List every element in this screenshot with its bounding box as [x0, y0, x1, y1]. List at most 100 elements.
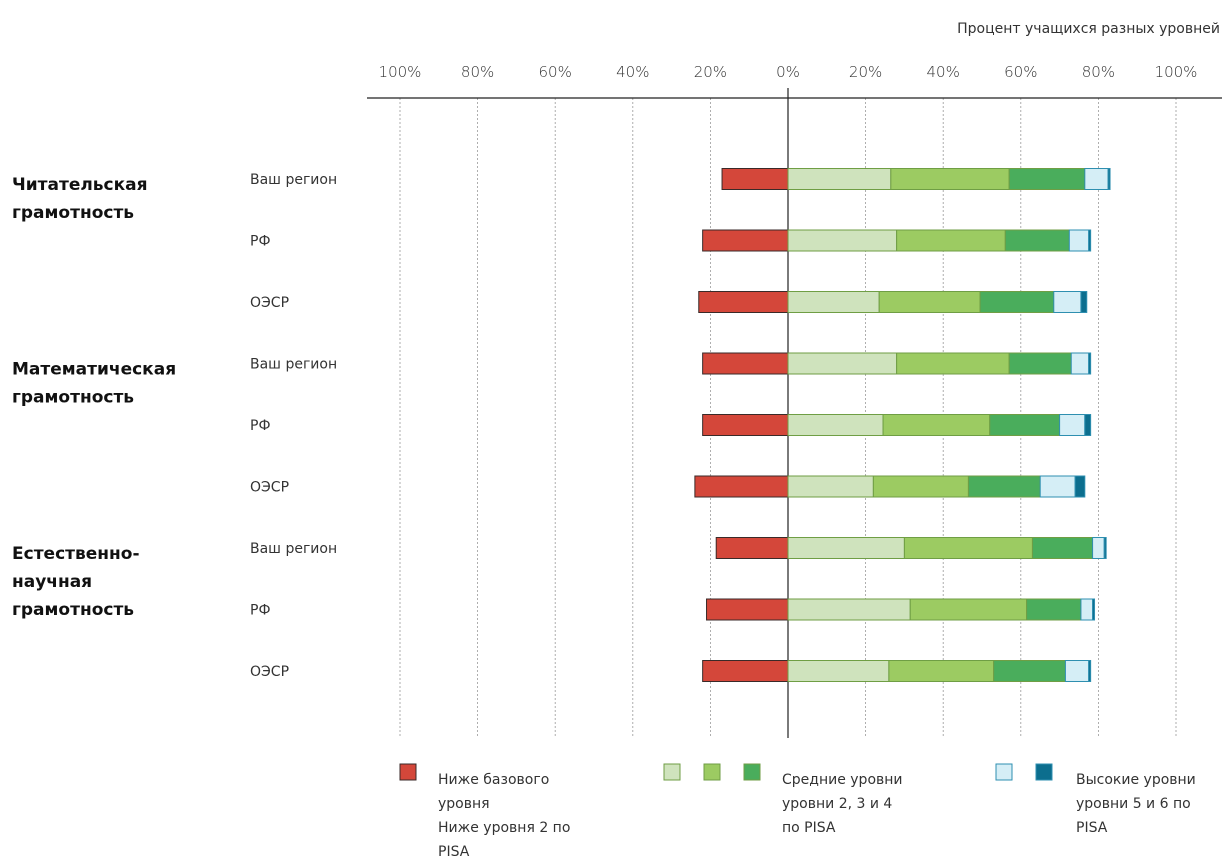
legend-text: уровня	[438, 796, 490, 812]
bar-l2	[787, 537, 905, 559]
legend: Ниже базового уровня Ниже уровня 2 по PISA…	[399, 763, 1196, 860]
group-label: Читательская	[12, 175, 148, 195]
row-labels: Читательская грамотность Ваш регион РФ ОЭСР М…	[12, 172, 337, 680]
bar-l5	[1080, 598, 1094, 621]
tick-label: 100%	[1155, 63, 1198, 81]
bar-l5	[1053, 291, 1082, 313]
bar-l5	[1084, 168, 1109, 190]
group-label: грамотность	[12, 388, 134, 408]
bar-l2	[787, 168, 892, 190]
legend-text: Высокие уровни	[1076, 772, 1196, 788]
row-label: ОЭСР	[250, 295, 289, 311]
tick-label: 80%	[1082, 63, 1115, 81]
bar-l5	[1092, 537, 1105, 559]
legend-swatch-l3	[703, 763, 721, 781]
tick-label: 60%	[539, 63, 572, 81]
legend-text: Ниже уровня 2 по	[438, 820, 570, 836]
bar-l3	[903, 537, 1033, 559]
bar-l6	[1084, 414, 1092, 436]
bar-l6	[1080, 291, 1088, 313]
axis-caption: Процент учащихся разных уровней	[957, 21, 1220, 37]
tick-label: 40%	[927, 63, 960, 81]
bar-l4	[989, 414, 1061, 436]
legend-swatch-below2	[399, 763, 417, 781]
bar-l6	[1107, 168, 1111, 190]
row-label: Ваш регион	[250, 357, 337, 373]
bars	[694, 168, 1111, 682]
row-label: РФ	[250, 603, 271, 619]
tick-label: 40%	[616, 63, 649, 81]
bar-l3	[888, 660, 995, 682]
bar-below-level2	[702, 660, 789, 682]
legend-text: Ниже базового	[438, 772, 549, 788]
bar-below-level2	[694, 475, 789, 498]
group-label: Естественно-	[12, 544, 140, 564]
bar-l6	[1088, 229, 1092, 252]
bar-l3	[872, 475, 969, 498]
legend-swatch-l2	[663, 763, 681, 781]
bar-l4	[1004, 229, 1070, 252]
bar-l5	[1070, 352, 1090, 375]
row-label: Ваш регион	[250, 172, 337, 188]
legend-text: по PISA	[782, 820, 836, 836]
bar-l2	[787, 475, 874, 498]
row-label: РФ	[250, 418, 271, 434]
tick-label: 100%	[379, 63, 422, 81]
bar-l6	[1088, 660, 1092, 682]
bar-l2	[787, 414, 884, 436]
group-label: научная	[12, 572, 92, 592]
bar-l4	[1026, 598, 1082, 621]
bar-l6	[1088, 352, 1092, 375]
bar-l3	[896, 352, 1010, 375]
bar-below-level2	[721, 168, 789, 190]
group-label: грамотность	[12, 600, 134, 620]
tick-label: 0%	[776, 63, 800, 81]
legend-swatch-l4	[743, 763, 761, 781]
tick-label: 20%	[694, 63, 727, 81]
bar-l4	[1008, 352, 1072, 375]
bar-l2	[787, 660, 890, 682]
bar-l2	[787, 291, 880, 313]
bar-l2	[787, 352, 898, 375]
bar-l3	[878, 291, 981, 313]
legend-swatch-l5	[995, 763, 1013, 781]
bar-l5	[1068, 229, 1090, 252]
bar-l2	[787, 598, 911, 621]
group-label: Математическая	[12, 360, 176, 380]
bar-l6	[1092, 598, 1096, 621]
tick-label: 60%	[1004, 63, 1037, 81]
legend-text: уровни 5 и 6 по	[1076, 796, 1191, 812]
legend-text: PISA	[438, 844, 470, 860]
legend-swatch-l6	[1035, 763, 1053, 781]
bar-l3	[909, 598, 1028, 621]
bar-below-level2	[706, 598, 789, 621]
legend-text: PISA	[1076, 820, 1108, 836]
row-label: РФ	[250, 234, 271, 250]
bar-below-level2	[715, 537, 789, 559]
bar-l4	[967, 475, 1041, 498]
tick-label: 80%	[461, 63, 494, 81]
bar-l4	[1008, 168, 1086, 190]
bar-l3	[882, 414, 991, 436]
row-label: Ваш регион	[250, 541, 337, 557]
bar-below-level2	[702, 352, 789, 375]
bar-l4	[1031, 537, 1094, 559]
bar-l4	[979, 291, 1055, 313]
row-label: ОЭСР	[250, 664, 289, 680]
legend-text: Средние уровни	[782, 772, 903, 788]
bar-l5	[1064, 660, 1090, 682]
bar-below-level2	[702, 414, 789, 436]
bar-below-level2	[698, 291, 789, 313]
tick-label: 20%	[849, 63, 882, 81]
bar-l5	[1039, 475, 1076, 498]
bar-l3	[896, 229, 1006, 252]
bar-l4	[993, 660, 1066, 682]
tick-labels: 100% 80% 60% 40% 20% 0% 20% 40% 60% 80% 100%	[379, 63, 1198, 81]
legend-text: уровни 2, 3 и 4	[782, 796, 892, 812]
group-label: грамотность	[12, 203, 134, 223]
bar-l6	[1074, 475, 1086, 498]
bar-l2	[787, 229, 898, 252]
bar-l5	[1059, 414, 1086, 436]
bar-l3	[890, 168, 1010, 190]
